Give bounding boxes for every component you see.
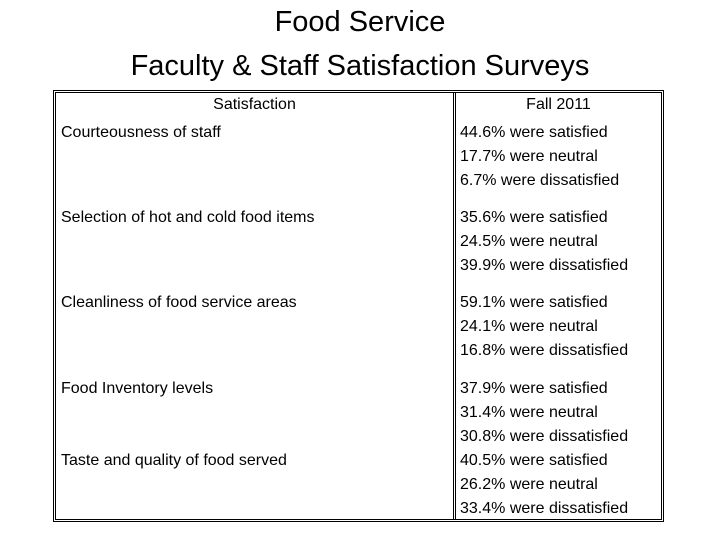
row-label: Cleanliness of food service areas <box>61 294 297 311</box>
result-line: 44.6% were satisfied <box>460 124 608 141</box>
result-line: 6.7% were dissatisfied <box>460 172 620 189</box>
result-line: 59.1% were satisfied <box>460 294 608 311</box>
title-line: Food Service <box>274 6 446 38</box>
result-line: 24.5% were neutral <box>460 233 598 250</box>
row-label: Food Inventory levels <box>61 380 214 397</box>
result-line: 33.4% were dissatisfied <box>460 500 629 517</box>
result-line: 26.2% were neutral <box>460 476 598 493</box>
row-label: Selection of hot and cold food items <box>61 209 315 226</box>
result-line: 30.8% were dissatisfied <box>460 428 629 445</box>
result-line: 39.9% were dissatisfied <box>460 257 629 274</box>
result-line: 37.9% were satisfied <box>460 380 608 397</box>
title-line: Faculty & Staff Satisfaction Surveys <box>130 50 590 82</box>
column-header: Fall 2011 <box>526 96 591 113</box>
row-label: Taste and quality of food served <box>61 452 287 469</box>
result-line: 24.1% were neutral <box>460 318 598 335</box>
row-label: Courteousness of staff <box>61 124 221 141</box>
result-line: 31.4% were neutral <box>460 404 598 421</box>
table: Satisfaction Fall 2011 Courteousness of … <box>53 90 664 522</box>
result-line: 17.7% were neutral <box>460 148 598 165</box>
column-divider <box>453 93 456 519</box>
result-line: 40.5% were satisfied <box>460 452 608 469</box>
column-header: Satisfaction <box>213 96 296 113</box>
result-line: 35.6% were satisfied <box>460 209 608 226</box>
result-line: 16.8% were dissatisfied <box>460 342 629 359</box>
